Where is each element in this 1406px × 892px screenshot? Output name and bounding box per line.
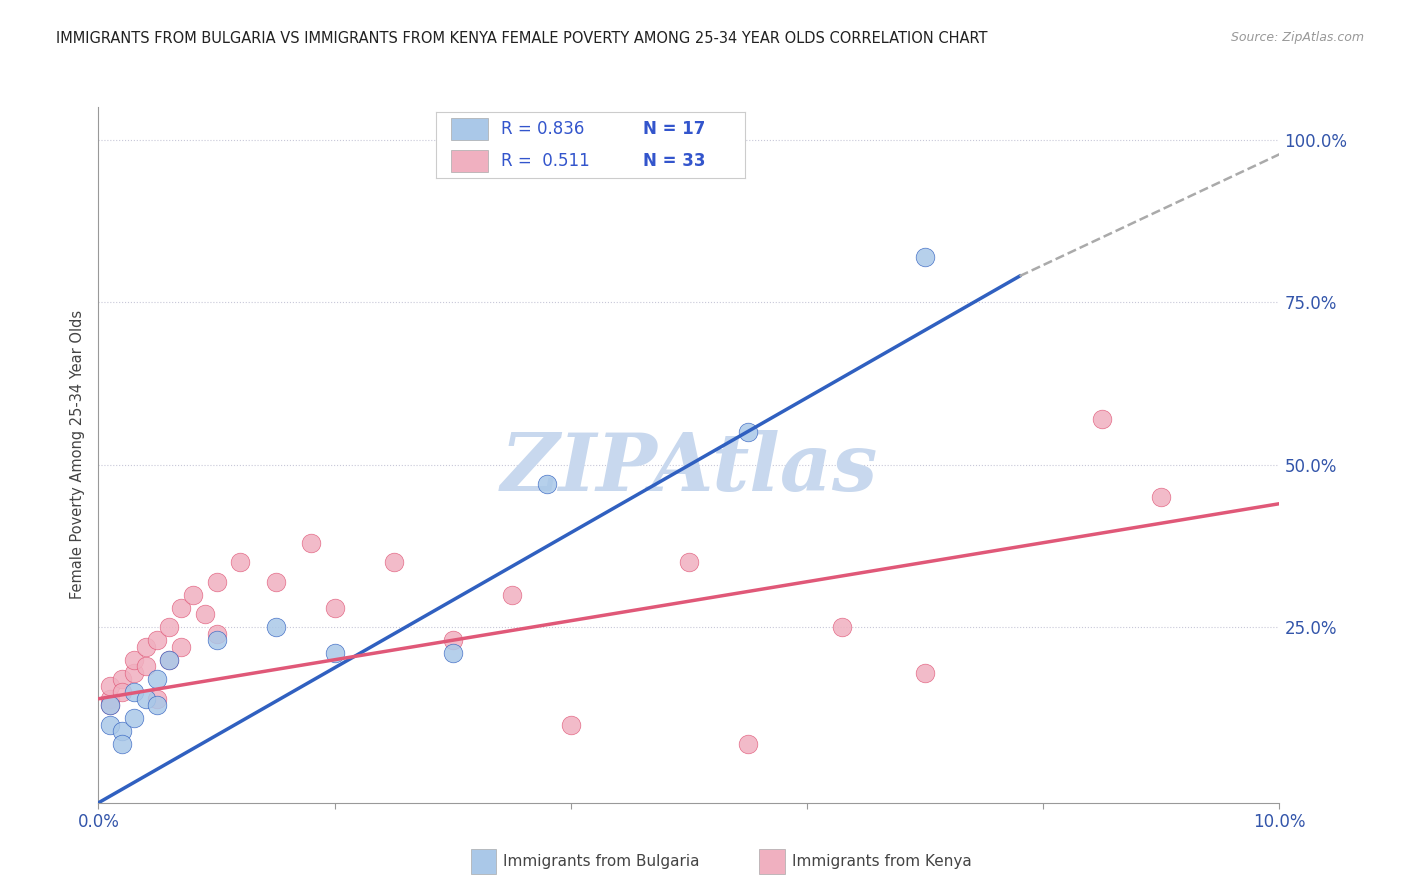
- Point: [914, 665, 936, 680]
- Point: [323, 600, 346, 615]
- Point: [135, 659, 157, 673]
- Point: [111, 685, 134, 699]
- Point: [382, 555, 405, 569]
- Point: [170, 640, 193, 654]
- Point: [229, 555, 252, 569]
- Text: R =  0.511: R = 0.511: [501, 152, 589, 170]
- Point: [441, 633, 464, 648]
- Point: [1150, 490, 1173, 504]
- Point: [831, 620, 853, 634]
- Point: [157, 653, 180, 667]
- Point: [205, 633, 228, 648]
- Point: [299, 535, 322, 549]
- Bar: [451, 118, 488, 139]
- Point: [323, 646, 346, 660]
- Point: [98, 698, 121, 713]
- Point: [264, 620, 287, 634]
- Point: [678, 555, 700, 569]
- Text: R = 0.836: R = 0.836: [501, 120, 583, 138]
- Text: N = 17: N = 17: [643, 120, 706, 138]
- Text: Source: ZipAtlas.com: Source: ZipAtlas.com: [1230, 31, 1364, 45]
- Text: ZIPAtlas: ZIPAtlas: [501, 430, 877, 508]
- Text: IMMIGRANTS FROM BULGARIA VS IMMIGRANTS FROM KENYA FEMALE POVERTY AMONG 25-34 YEA: IMMIGRANTS FROM BULGARIA VS IMMIGRANTS F…: [56, 31, 988, 46]
- Point: [98, 718, 121, 732]
- Point: [536, 477, 558, 491]
- Point: [122, 653, 145, 667]
- Point: [737, 425, 759, 439]
- Point: [146, 691, 169, 706]
- Point: [135, 691, 157, 706]
- Point: [441, 646, 464, 660]
- Point: [157, 620, 180, 634]
- Point: [111, 724, 134, 739]
- Point: [98, 698, 121, 713]
- Point: [98, 679, 121, 693]
- Point: [122, 665, 145, 680]
- Point: [181, 588, 204, 602]
- Point: [146, 672, 169, 686]
- Point: [264, 574, 287, 589]
- Text: Immigrants from Bulgaria: Immigrants from Bulgaria: [503, 855, 700, 869]
- Bar: [451, 150, 488, 171]
- Point: [1091, 412, 1114, 426]
- Point: [194, 607, 217, 622]
- Point: [146, 698, 169, 713]
- Point: [98, 691, 121, 706]
- Point: [737, 737, 759, 751]
- Point: [146, 633, 169, 648]
- Y-axis label: Female Poverty Among 25-34 Year Olds: Female Poverty Among 25-34 Year Olds: [70, 310, 86, 599]
- Text: Immigrants from Kenya: Immigrants from Kenya: [792, 855, 972, 869]
- Point: [111, 672, 134, 686]
- Text: N = 33: N = 33: [643, 152, 706, 170]
- Point: [501, 588, 523, 602]
- Point: [135, 640, 157, 654]
- Point: [205, 574, 228, 589]
- Point: [560, 718, 582, 732]
- Point: [122, 711, 145, 725]
- Point: [205, 626, 228, 640]
- Point: [111, 737, 134, 751]
- Point: [122, 685, 145, 699]
- Point: [170, 600, 193, 615]
- Point: [914, 250, 936, 264]
- Point: [157, 653, 180, 667]
